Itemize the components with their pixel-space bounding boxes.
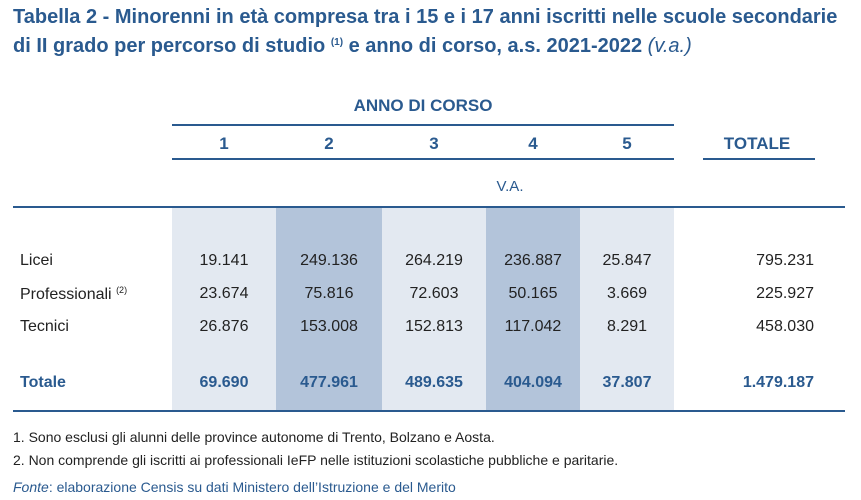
title-unit: (v.a.): [647, 35, 692, 57]
year-header-4: 4: [528, 134, 538, 153]
row-total-cell: 225.927: [756, 285, 814, 302]
header-rule-totale: [703, 158, 815, 160]
title-line-1: Tabella 2 - Minorenni in età compresa tr…: [13, 6, 838, 28]
footnote-2: 2. Non comprende gli iscritti ai profess…: [13, 452, 619, 468]
table-cell: 50.165: [508, 285, 558, 302]
row-note-ref: (2): [116, 285, 128, 295]
header-rule-years: [172, 158, 674, 160]
column-band-3: [382, 208, 486, 411]
anno-di-corso-header: ANNO DI CORSO: [353, 96, 493, 115]
table-cell: 152.813: [405, 318, 463, 335]
row-label-text: Tecnici: [20, 318, 69, 335]
footnote-1: 1. Sono esclusi gli alunni delle provinc…: [13, 429, 495, 445]
row-label-text: Professionali: [20, 286, 112, 303]
title-line-2-text: di II grado per percorso di studio: [13, 35, 326, 57]
table-cell: 23.674: [199, 285, 249, 302]
column-band-2: [276, 208, 382, 411]
total-cell: 69.690: [199, 374, 249, 391]
row-total-cell: 795.231: [756, 252, 814, 269]
totale-header: TOTALE: [723, 134, 791, 153]
source-line: Fonte: elaborazione Censis su dati Minis…: [13, 479, 456, 495]
source-label: Fonte: [13, 479, 49, 495]
year-header-5: 5: [622, 134, 632, 153]
row-label-tecnici: Tecnici: [20, 318, 69, 336]
table-cell: 264.219: [405, 252, 463, 269]
table-cell: 117.042: [504, 318, 562, 335]
grand-total-cell: 1.479.187: [742, 374, 814, 391]
year-header-2: 2: [324, 134, 334, 153]
total-cell: 489.635: [405, 374, 463, 391]
column-band-1: [172, 208, 276, 411]
table-cell: 26.876: [199, 318, 249, 335]
row-label-totale: Totale: [20, 374, 66, 391]
table-cell: 25.847: [602, 252, 652, 269]
table-cell: 19.141: [199, 252, 249, 269]
table-cell: 3.669: [606, 285, 648, 302]
title-note-ref: (1): [330, 37, 344, 48]
year-header-3: 3: [429, 134, 439, 153]
total-cell: 37.807: [602, 374, 652, 391]
column-band-5: [580, 208, 674, 411]
table-title: Tabella 2 - Minorenni in età compresa tr…: [13, 4, 853, 59]
year-header-1: 1: [219, 134, 229, 153]
table-cell: 72.603: [409, 285, 459, 302]
table-cell: 8.291: [606, 318, 648, 335]
row-label-professionali: Professionali (2): [20, 285, 127, 304]
source-text: : elaborazione Censis su dati Ministero …: [48, 479, 456, 495]
title-line-2-end: e anno di corso, a.s. 2021-2022: [348, 35, 643, 57]
table-rule-bottom: [13, 410, 845, 412]
row-label-licei: Licei: [20, 252, 53, 270]
header-rule-bottom: [13, 206, 845, 208]
total-cell: 477.961: [300, 374, 358, 391]
table-cell: 153.008: [300, 318, 358, 335]
column-band-4: [486, 208, 580, 411]
row-label-text: Licei: [20, 252, 53, 269]
table-cell: 236.887: [504, 252, 562, 269]
va-subheader: V.A.: [496, 178, 524, 195]
header-rule-top: [172, 124, 674, 126]
table-cell: 75.816: [304, 285, 354, 302]
row-total-cell: 458.030: [756, 318, 814, 335]
total-cell: 404.094: [504, 374, 562, 391]
table-cell: 249.136: [300, 252, 358, 269]
title-line-2: di II grado per percorso di studio (1) e…: [13, 30, 853, 59]
